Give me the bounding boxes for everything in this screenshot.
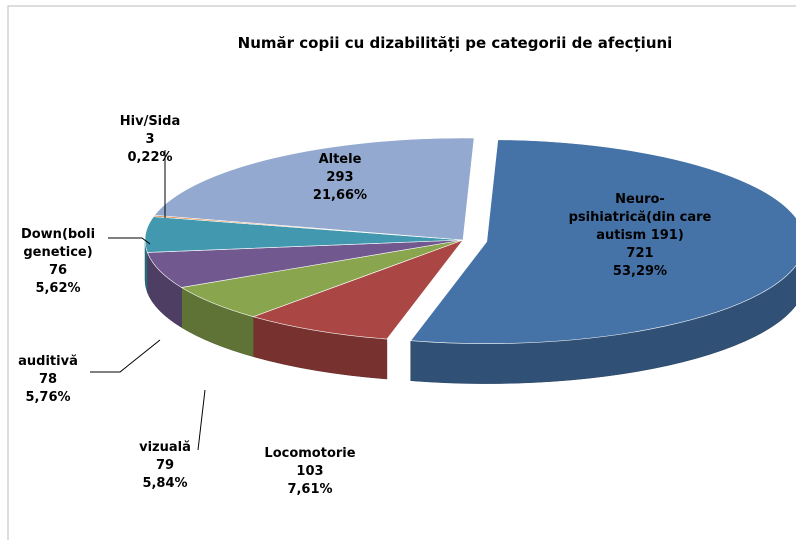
value-label: 79 <box>155 458 175 473</box>
percent-label: 5,84% <box>142 476 188 491</box>
percent-label: 21,66% <box>312 188 368 203</box>
value-label: 721 <box>626 246 654 261</box>
slice <box>153 137 475 241</box>
value-label: 103 <box>296 464 324 479</box>
value-label: 293 <box>326 170 354 185</box>
data-label: Locomotorie 103 7,61% <box>250 445 370 499</box>
slice <box>252 239 464 340</box>
value-label: 76 <box>48 263 68 278</box>
leader-line <box>197 389 206 451</box>
data-label: Neuro-psihiatrică(din care autism 191) 72… <box>565 191 715 281</box>
frame <box>7 5 796 540</box>
data-label: Hiv/Sida 3 0,22% <box>105 113 195 167</box>
slice <box>410 139 796 344</box>
category-label: Locomotorie <box>264 446 356 461</box>
category-label: Hiv/Sida <box>119 114 181 129</box>
data-label: Altele 293 21,66% <box>295 151 385 205</box>
percent-label: 53,29% <box>612 264 668 279</box>
percent-label: 5,76% <box>25 390 71 405</box>
category-label: auditivă <box>18 354 78 369</box>
category-label: Down(boli genetice) <box>20 227 96 260</box>
percent-label: 7,61% <box>287 482 333 497</box>
category-label: vizuală <box>139 440 191 455</box>
leader-line <box>90 339 161 373</box>
percent-label: 5,62% <box>35 281 81 296</box>
leader-line <box>108 237 151 245</box>
chart-title: Număr copii cu dizabilități pe categorii… <box>237 34 673 52</box>
category-label: Altele <box>318 152 362 167</box>
data-label: auditivă 78 5,76% <box>3 353 93 407</box>
percent-label: 0,22% <box>127 150 173 165</box>
value-label: 3 <box>145 132 155 147</box>
data-label: Down(boli genetice) 76 5,62% <box>8 226 108 298</box>
value-label: 78 <box>38 372 58 387</box>
category-label: Neuro-psihiatrică(din care autism 191) <box>568 192 712 243</box>
data-label: vizuală 79 5,84% <box>120 439 210 493</box>
